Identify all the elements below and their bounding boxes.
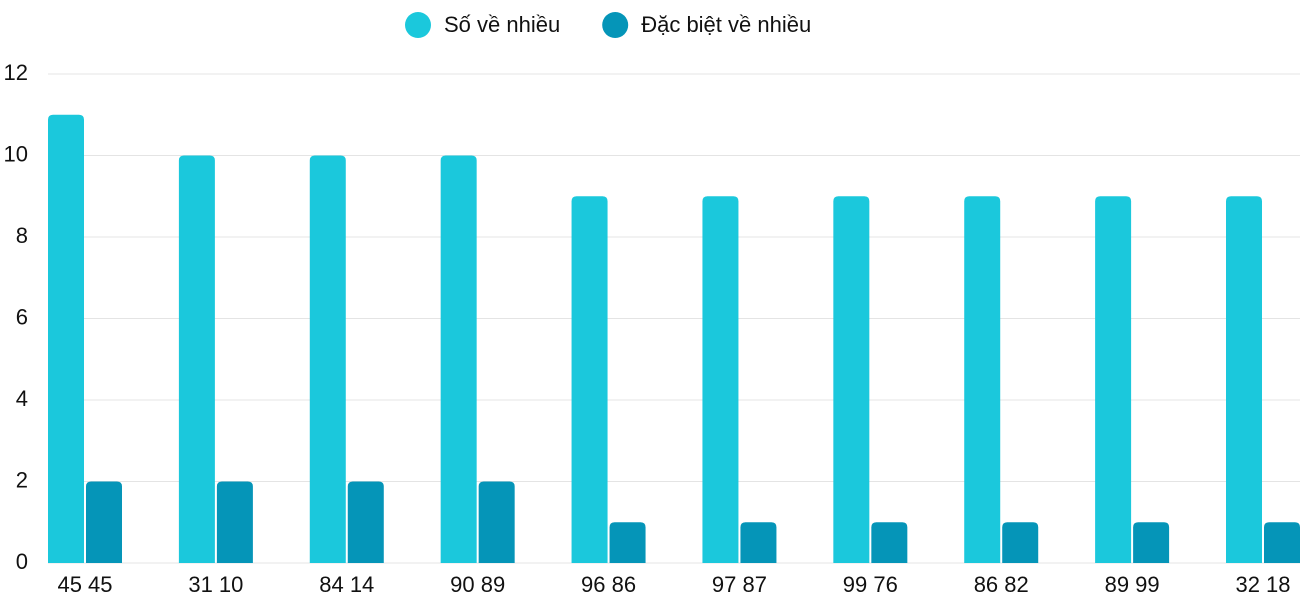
x-tick-label: 32 18 <box>1235 572 1290 597</box>
bar <box>1226 196 1262 563</box>
bar <box>440 155 477 563</box>
bar <box>1095 196 1132 563</box>
bar <box>871 522 908 563</box>
y-tick-label: 12 <box>4 60 28 85</box>
bar <box>478 481 515 563</box>
x-tick-label: 84 14 <box>319 572 374 597</box>
x-tick-label: 31 10 <box>188 572 243 597</box>
legend-label: Số về nhiều <box>444 12 560 37</box>
bar <box>609 522 646 563</box>
bar <box>309 155 346 563</box>
bar <box>1002 522 1039 563</box>
bar <box>833 196 870 563</box>
legend-label: Đặc biệt về nhiều <box>641 12 811 37</box>
bar <box>178 155 215 563</box>
legend-marker <box>602 12 629 38</box>
bar <box>216 481 253 563</box>
bar <box>740 522 777 563</box>
y-tick-label: 4 <box>16 386 28 411</box>
bar <box>48 114 84 563</box>
bar <box>1264 522 1300 563</box>
x-tick-label: 86 82 <box>974 572 1029 597</box>
bar <box>702 196 739 563</box>
y-tick-label: 10 <box>4 141 28 166</box>
y-tick-label: 8 <box>16 223 28 248</box>
bar <box>571 196 608 563</box>
x-tick-label: 89 99 <box>1105 572 1160 597</box>
y-tick-label: 6 <box>16 304 28 329</box>
x-tick-label: 99 76 <box>843 572 898 597</box>
bar <box>1133 522 1170 563</box>
bar <box>964 196 1001 563</box>
y-tick-label: 2 <box>16 467 28 492</box>
legend-marker <box>405 12 431 38</box>
x-tick-label: 97 87 <box>712 572 767 597</box>
bar <box>86 481 122 563</box>
x-tick-label: 90 89 <box>450 572 505 597</box>
bar <box>347 481 384 563</box>
y-tick-label: 0 <box>16 549 28 574</box>
x-tick-label: 45 45 <box>57 572 112 597</box>
x-tick-label: 96 86 <box>581 572 636 597</box>
